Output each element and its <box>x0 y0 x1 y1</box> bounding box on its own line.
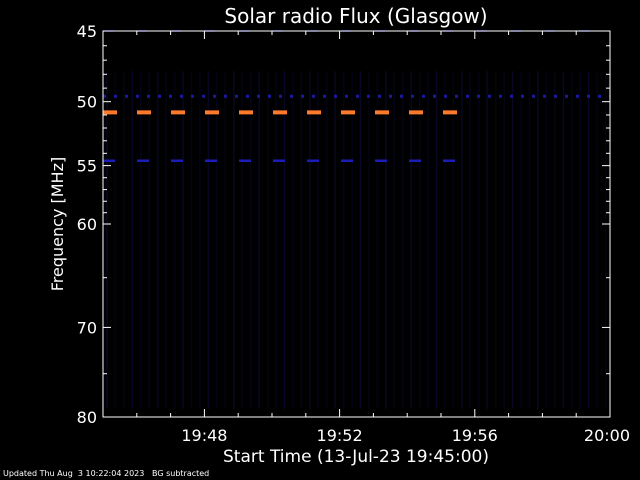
y-tick-label: 50 <box>77 93 97 112</box>
spectrum-bands <box>103 30 610 162</box>
x-tick-label: 19:56 <box>452 426 498 445</box>
x-axis-label: Start Time (13-Jul-23 19:45:00) <box>223 447 489 467</box>
chart-title: Solar radio Flux (Glasgow) <box>224 4 487 28</box>
x-tick-label: 20:00 <box>584 426 630 445</box>
x-tick-label: 19:48 <box>181 426 227 445</box>
updated-timestamp: Updated Thu Aug 3 10:22:04 2023 <box>3 469 145 478</box>
y-tick-label: 60 <box>77 215 97 234</box>
bg-subtracted-note: BG subtracted <box>151 469 210 478</box>
y-tick-label: 45 <box>77 22 97 41</box>
x-axis-ticks: 19:48 19:52 19:56 20:00 <box>136 31 630 445</box>
plot-frame <box>102 30 611 418</box>
y-tick-label: 55 <box>77 157 97 176</box>
y-axis-ticks: 45 50 55 60 70 80 <box>77 22 610 427</box>
x-tick-label: 19:52 <box>317 426 363 445</box>
footer-status: Updated Thu Aug 3 10:22:04 2023 BG subtr… <box>3 469 209 478</box>
y-tick-label: 80 <box>77 408 97 427</box>
y-axis-label: Frequency [MHz] <box>48 157 67 291</box>
plot-background <box>106 71 607 409</box>
y-tick-label: 70 <box>77 318 97 337</box>
